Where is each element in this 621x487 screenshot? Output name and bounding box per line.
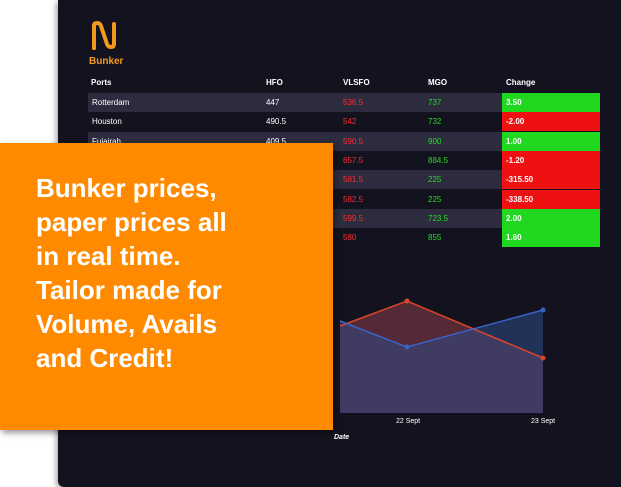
vlsfo-cell: 581.5 [343,175,364,185]
table-row[interactable]: Rotterdam 447 536.5 737 3.50 [88,93,600,112]
header-mgo[interactable]: MGO [428,78,448,87]
mgo-cell: 900 [428,136,442,146]
change-cell: 3.50 [502,93,600,112]
change-cell: -1.20 [502,150,600,170]
vlsfo-cell: 580 [343,233,357,243]
price-chart: 22 Sept 23 Sept Date [334,298,555,441]
vlsfo-cell: 542 [343,117,357,127]
header-vlsfo[interactable]: VLSFO [343,78,370,87]
change-cell: 1.00 [502,131,600,151]
hfo-area [340,310,543,413]
x-axis-label: Date [334,434,349,441]
vlsfo-point [540,355,546,361]
promo-line: Bunker prices, [36,173,217,203]
x-tick-label: 22 Sept [396,418,420,425]
vlsfo-cell: 599.5 [343,213,364,223]
vlsfo-point [404,298,410,304]
vlsfo-cell: 582.5 [343,194,364,204]
change-cell: 1.60 [502,228,600,248]
change-cell: -315.50 [502,170,600,190]
bunker-logo-icon [92,21,116,50]
hfo-cell: 409.5 [266,136,287,146]
brand-name: Bunker [89,56,124,67]
port-cell: Rotterdam [92,98,130,107]
promo-line: Tailor made for [36,275,222,305]
mgo-cell: 225 [428,175,442,185]
header-ports[interactable]: Ports [91,78,112,87]
port-cell: Houston [92,117,122,127]
header-hfo[interactable]: HFO [266,78,283,87]
mgo-cell: 855 [428,233,442,243]
mgo-cell: 884.5 [428,155,449,165]
promo-line: in real time. [36,241,181,271]
change-cell: 2.00 [502,208,600,228]
hfo-cell: 447 [266,98,280,107]
hfo-point [404,344,410,350]
port-cell: Fujairah [92,136,121,146]
hfo-cell: 490.5 [266,117,287,127]
mgo-cell: 225 [428,194,442,204]
mgo-cell: 732 [428,117,442,127]
promo-line: and Credit! [36,343,174,373]
promo-line: Volume, Avails [36,309,218,339]
promo-banner: Bunker prices, paper prices all in real … [0,143,333,430]
hfo-point [540,307,546,313]
header-change[interactable]: Change [506,78,536,87]
x-tick-label: 23 Sept [531,418,555,425]
table-row[interactable]: Houston 490.5 542 732 -2.00 [88,112,600,132]
mgo-cell: 723.5 [428,213,449,223]
vlsfo-cell: 536.5 [343,98,364,107]
vlsfo-cell: 657.5 [343,155,364,165]
change-cell: -338.50 [502,189,600,209]
vlsfo-cell: 590.5 [343,136,364,146]
promo-text: Bunker prices, paper prices all in real … [36,171,326,375]
change-cell: -2.00 [502,112,600,132]
promo-line: paper prices all [36,207,227,237]
mgo-cell: 737 [428,98,442,107]
